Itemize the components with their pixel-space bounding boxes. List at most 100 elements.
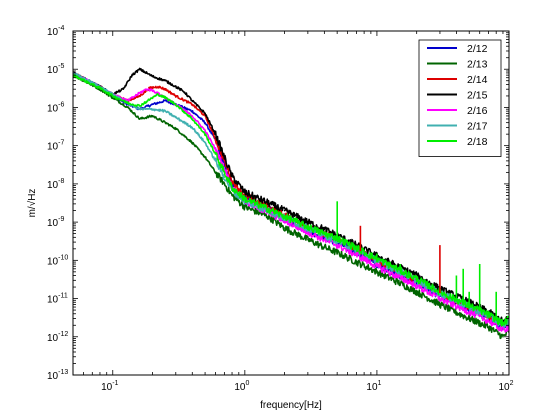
data-point [191, 103, 194, 106]
data-point [323, 228, 326, 231]
tick-exponent: 1 [378, 380, 382, 387]
tick-base: 10 [47, 218, 59, 229]
data-point [151, 96, 154, 99]
data-point [307, 221, 309, 223]
y-tick-label: 10-7 [47, 140, 64, 153]
data-point [502, 336, 504, 338]
data-point [223, 176, 226, 178]
legend-label: 2/13 [467, 59, 488, 71]
data-point [164, 96, 167, 99]
tick-base: 10 [234, 382, 246, 393]
data-point [157, 85, 159, 88]
data-point [183, 91, 186, 93]
series-line [73, 73, 509, 327]
data-point [283, 209, 286, 212]
data-point [151, 108, 154, 110]
tick-base: 10 [47, 371, 59, 382]
tick-exponent: 2 [510, 380, 514, 387]
tick-base: 10 [47, 27, 59, 38]
data-point [138, 118, 141, 120]
legend-label: 2/12 [467, 43, 488, 55]
legend: 2/12 2/13 2/14 2/15 2/16 2/17 2/18 [418, 39, 502, 157]
data-point [502, 329, 504, 331]
data-point [127, 102, 129, 104]
data-point [214, 133, 217, 135]
data-point [336, 244, 339, 246]
data-point [244, 191, 246, 194]
data-point [214, 153, 217, 155]
data-point [415, 277, 418, 280]
data-point [214, 160, 217, 162]
data-point [175, 85, 177, 88]
data-point [468, 311, 471, 313]
data-point [231, 194, 233, 197]
data-point [164, 79, 167, 82]
data-point [355, 247, 358, 249]
data-point [283, 215, 286, 218]
tick-exponent: -12 [58, 331, 68, 338]
data-point [223, 171, 226, 174]
y-tick-label: 10-13 [47, 369, 68, 382]
data-point [145, 72, 148, 74]
y-tick-label: 10-9 [47, 216, 64, 229]
data-point [487, 313, 490, 316]
data-point [204, 141, 206, 144]
legend-box [418, 39, 502, 157]
data-point [487, 320, 490, 322]
data-point [204, 121, 206, 124]
data-point [323, 246, 326, 248]
tick-exponent: -8 [58, 178, 64, 185]
data-point [468, 317, 471, 320]
tick-exponent: -1 [112, 380, 118, 387]
data-point [231, 175, 233, 177]
data-point [223, 160, 226, 162]
data-point [204, 133, 206, 135]
data-point [138, 108, 141, 110]
data-point [244, 206, 246, 208]
tick-base: 10 [47, 142, 59, 153]
data-point [191, 141, 194, 144]
data-point [164, 110, 167, 112]
data-point [376, 265, 378, 268]
data-point [307, 238, 309, 241]
data-point [175, 116, 177, 119]
tick-exponent: -5 [58, 63, 64, 70]
tick-base: 10 [498, 382, 510, 393]
tick-base: 10 [47, 180, 59, 191]
data-point [131, 74, 133, 76]
series-line [73, 74, 509, 340]
data-point [223, 156, 226, 158]
data-point [283, 227, 286, 229]
data-point [191, 99, 194, 102]
tick-exponent: -11 [58, 293, 68, 300]
tick-exponent: -10 [58, 254, 68, 261]
legend-label: 2/16 [467, 105, 488, 117]
y-axis-label: m/√Hz [26, 189, 38, 218]
legend-label: 2/18 [467, 136, 488, 148]
series-layer [73, 67, 509, 340]
data-point [323, 232, 326, 235]
data-point [336, 251, 339, 254]
data-point [214, 171, 217, 174]
data-point [191, 126, 194, 129]
data-point [355, 261, 358, 263]
y-tick-label: 10-6 [47, 101, 64, 114]
tick-base: 10 [47, 103, 59, 114]
data-point [415, 291, 418, 293]
data-point [439, 303, 441, 306]
data-point [323, 234, 326, 237]
data-point [307, 226, 309, 228]
data-point [175, 103, 177, 106]
y-tick-label: 10-11 [47, 293, 68, 306]
series-2-13 [73, 74, 509, 340]
ticks-layer: 10-1 100 101 10210-1310-1210-1110-1010-910-… [47, 25, 514, 393]
data-point [415, 284, 418, 287]
data-point [138, 105, 141, 107]
y-tick-label: 10-10 [47, 254, 68, 267]
data-point [267, 208, 269, 210]
data-point [164, 121, 167, 124]
axes-frame [72, 30, 510, 376]
data-point [145, 88, 148, 90]
data-point [231, 186, 233, 189]
data-point [191, 115, 194, 117]
